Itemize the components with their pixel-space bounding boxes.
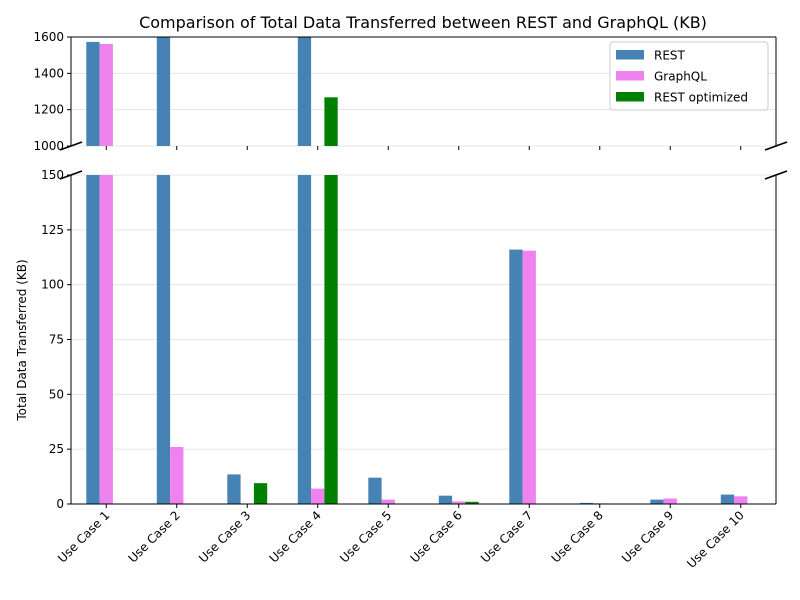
legend-swatch <box>616 92 644 102</box>
legend-label: REST optimized <box>654 91 748 105</box>
legend-swatch <box>616 50 644 60</box>
y-tick-label: 100 <box>41 278 64 292</box>
bar-rest-optimized <box>253 483 268 504</box>
x-tick-label: Use Case 5 <box>337 508 394 565</box>
bar-rest-upper <box>156 37 171 146</box>
break-mark <box>59 141 83 151</box>
lower-y-ticks: 0 25 50 75 100 125 150 <box>41 168 71 511</box>
lower-bars <box>86 175 748 504</box>
y-tick-label: 1000 <box>33 139 64 153</box>
axis-break-marks <box>59 141 788 180</box>
y-tick-label: 1400 <box>33 66 64 80</box>
bar-graphql <box>522 250 536 504</box>
bar-rest <box>156 175 171 504</box>
bar-rest-optimized-upper <box>324 97 338 146</box>
y-tick-label: 75 <box>49 333 64 347</box>
x-tick-label: Use Case 8 <box>549 508 606 565</box>
legend-label: REST <box>654 49 686 63</box>
bar-rest-optimized <box>465 501 479 504</box>
x-tick-label: Use Case 2 <box>126 508 183 565</box>
bar-rest <box>227 474 241 504</box>
legend-label: GraphQL <box>654 70 707 84</box>
bar-rest <box>368 477 382 504</box>
x-tick-label: Use Case 9 <box>619 508 676 565</box>
bar-graphql <box>99 175 113 504</box>
bar-rest <box>509 249 523 504</box>
bar-graphql <box>663 498 677 504</box>
legend: REST GraphQL REST optimized <box>609 41 769 111</box>
bar-graphql-upper <box>99 43 113 146</box>
y-axis-label: Total Data Transferred (KB) <box>15 259 29 421</box>
legend-frame <box>609 41 769 111</box>
break-mark <box>764 141 788 151</box>
x-tick-label: Use Case 6 <box>408 508 465 565</box>
bar-graphql <box>170 446 184 504</box>
bar-rest <box>720 494 735 504</box>
y-tick-label: 25 <box>49 442 64 456</box>
y-tick-label: 1200 <box>33 103 64 117</box>
x-tick-label: Use Case 3 <box>196 508 253 565</box>
x-tick-label: Use Case 1 <box>55 508 112 565</box>
bar-rest <box>86 175 100 504</box>
upper-bars <box>86 37 338 146</box>
bar-rest-optimized <box>324 175 338 504</box>
upper-y-ticks: 1000 1200 1400 1600 <box>33 30 71 153</box>
y-tick-label: 125 <box>41 223 64 237</box>
y-tick-label: 0 <box>56 497 64 511</box>
chart-title: Comparison of Total Data Transferred bet… <box>139 13 707 32</box>
x-tick-label: Use Case 10 <box>684 508 747 571</box>
break-mark <box>764 170 788 180</box>
y-tick-label: 50 <box>49 387 64 401</box>
bar-rest <box>650 499 664 504</box>
x-tick-label: Use Case 4 <box>267 508 324 565</box>
bar-rest-upper <box>297 37 312 146</box>
y-tick-label: 150 <box>41 168 64 182</box>
bar-graphql <box>311 488 325 504</box>
break-mark <box>59 170 83 180</box>
legend-swatch <box>616 71 644 81</box>
x-tick-label: Use Case 7 <box>478 508 535 565</box>
bar-graphql <box>381 499 395 504</box>
bar-rest <box>579 502 594 504</box>
bar-graphql <box>734 496 748 504</box>
bar-rest <box>438 495 453 504</box>
y-tick-label: 1600 <box>33 30 64 44</box>
bar-rest <box>297 175 312 504</box>
bar-graphql <box>452 501 466 504</box>
bar-rest-upper <box>86 41 100 146</box>
